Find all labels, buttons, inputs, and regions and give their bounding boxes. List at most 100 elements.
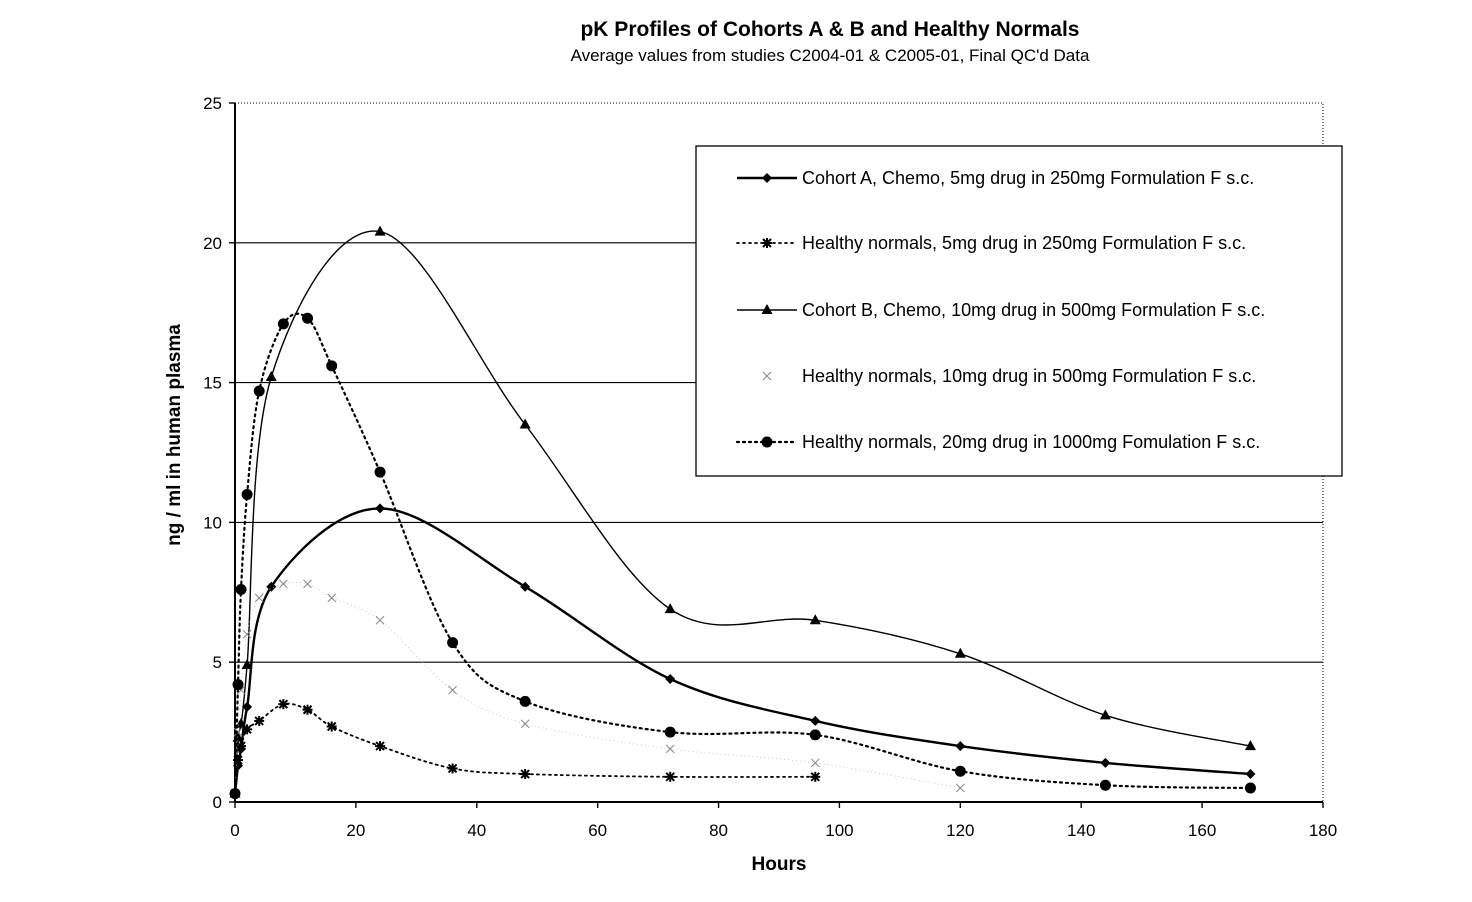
series-4	[230, 579, 965, 798]
series-5-point	[241, 488, 253, 500]
legend-item-1: Cohort A, Chemo, 5mg drug in 250mg Formu…	[737, 168, 1254, 188]
series-3-point	[1099, 709, 1111, 720]
legend-item-2: Healthy normals, 5mg drug in 250mg Formu…	[736, 233, 1246, 253]
legend-swatch-marker	[762, 238, 772, 248]
legend-swatch-marker	[762, 371, 772, 381]
series-1-point	[242, 701, 253, 712]
series-1-point	[955, 741, 966, 752]
series-3-point	[664, 603, 676, 614]
series-2-point	[233, 755, 244, 766]
legend: Cohort A, Chemo, 5mg drug in 250mg Formu…	[695, 145, 1343, 477]
x-axis-label: Hours	[752, 854, 807, 875]
legend-item-3: Cohort B, Chemo, 10mg drug in 500mg Form…	[737, 300, 1265, 320]
series-2-line	[234, 702, 817, 795]
series-1-point	[375, 503, 386, 514]
y-tick-label: 0	[213, 793, 222, 812]
series-4-point	[242, 629, 252, 639]
series-3-point	[241, 658, 253, 669]
series-3-point	[265, 371, 277, 382]
series-1	[230, 503, 1256, 799]
series-5-point	[232, 679, 244, 691]
legend-label: Healthy normals, 10mg drug in 500mg Form…	[802, 366, 1256, 386]
legend-swatch-marker	[762, 173, 772, 183]
y-tick-label: 20	[203, 234, 222, 253]
series-4-point	[327, 593, 337, 603]
series-4-line	[234, 581, 961, 794]
series-4-point	[375, 615, 385, 625]
series-5-point	[302, 312, 314, 324]
legend-box	[695, 145, 1343, 477]
series-5-point	[1099, 779, 1111, 791]
legend-label: Healthy normals, 5mg drug in 250mg Formu…	[802, 233, 1246, 253]
series-5-point	[519, 695, 531, 707]
series-2-point	[326, 721, 337, 732]
series-4-point	[955, 783, 965, 793]
series-5-point	[664, 726, 676, 738]
y-tick-label: 10	[203, 513, 222, 532]
series-2-point	[665, 771, 676, 782]
series-2-point	[447, 763, 458, 774]
x-tick-label: 120	[946, 821, 974, 840]
series-2-point	[278, 699, 289, 710]
series-3-point	[809, 614, 821, 625]
legend-label: Healthy normals, 20mg drug in 1000mg Fom…	[802, 432, 1260, 452]
legend-swatch-marker	[761, 304, 773, 314]
series-5-point	[447, 637, 459, 649]
legend-label: Cohort A, Chemo, 5mg drug in 250mg Formu…	[802, 168, 1254, 188]
y-tick-label: 15	[203, 374, 222, 393]
series-4-point	[665, 744, 675, 754]
legend-item-4: Healthy normals, 10mg drug in 500mg Form…	[762, 366, 1256, 386]
series-5-point	[235, 584, 247, 596]
series-4-point	[233, 727, 243, 737]
series-2-point	[375, 741, 386, 752]
series-4-point	[279, 579, 288, 589]
x-tick-label: 80	[709, 821, 728, 840]
series-4-point	[303, 579, 312, 589]
x-tick-label: 100	[825, 821, 853, 840]
x-tick-label: 40	[467, 821, 486, 840]
series-5-point	[229, 788, 241, 800]
y-tick-label: 25	[203, 94, 222, 113]
series-1-point	[810, 715, 821, 726]
series-1-point	[1245, 769, 1256, 780]
chart-subtitle: Average values from studies C2004-01 & C…	[571, 46, 1090, 65]
series-5-line	[233, 312, 1252, 795]
series-2-point	[810, 771, 821, 782]
series-4-point	[448, 685, 457, 695]
tick-labels: 0 20 40 60 80 100 120 140 160 180 0 5 10 15 20 25	[203, 94, 1337, 840]
chart-title: pK Profiles of Cohorts A & B and Healthy…	[580, 18, 1079, 41]
series-5	[229, 312, 1256, 800]
x-tick-label: 0	[230, 821, 239, 840]
series-2-point	[236, 741, 247, 752]
series-1-point	[1100, 757, 1111, 768]
series-5-point	[954, 765, 966, 777]
series-3-point	[1244, 740, 1256, 751]
series-4-point	[254, 593, 264, 603]
y-axis-label: ng / ml in human plasma	[164, 324, 185, 546]
series-5-point	[809, 729, 821, 741]
series-2	[230, 699, 821, 799]
legend-label: Cohort B, Chemo, 10mg drug in 500mg Form…	[802, 300, 1265, 320]
series-5-point	[374, 466, 386, 478]
series-3-point	[519, 418, 531, 429]
series-1-line	[233, 507, 1251, 794]
series-3-point	[954, 647, 966, 658]
legend-item-5: Healthy normals, 20mg drug in 1000mg Fom…	[735, 432, 1260, 452]
series-5-point	[277, 318, 289, 330]
series-3-point	[374, 225, 386, 236]
x-tick-label: 160	[1188, 821, 1216, 840]
series-5-point	[1244, 782, 1256, 794]
series-1-point	[520, 581, 531, 592]
series-1-point	[266, 581, 277, 592]
legend-swatch-marker	[761, 436, 773, 448]
series-5-point	[326, 360, 338, 372]
series-4-point	[520, 719, 530, 729]
x-tick-label: 20	[346, 821, 365, 840]
series-4-point	[810, 758, 820, 768]
series-2-point	[520, 769, 531, 780]
series-5-point	[253, 385, 265, 397]
x-tick-label: 140	[1067, 821, 1095, 840]
series-3-line	[234, 230, 1251, 794]
x-tick-label: 180	[1309, 821, 1337, 840]
